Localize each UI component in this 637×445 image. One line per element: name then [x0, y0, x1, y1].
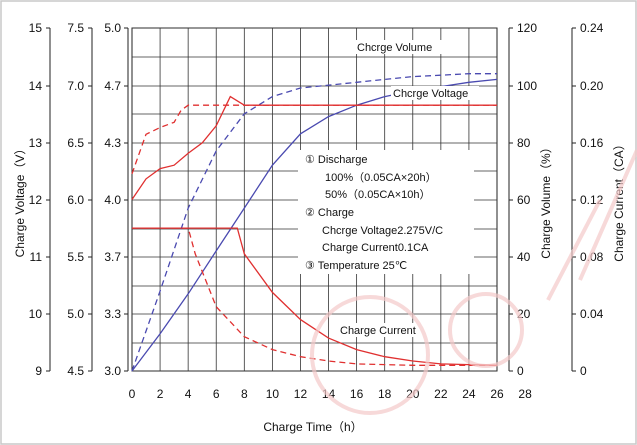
right-tick-label: 120	[517, 21, 537, 35]
left-tick-label: 4.5	[67, 364, 84, 378]
left-tick-label: 13	[29, 136, 43, 150]
left-tick-label: 3.7	[104, 250, 121, 264]
legend-line: ① Discharge	[305, 154, 367, 166]
legend-line: Chcrge Voltage2.275V/C	[322, 225, 443, 237]
right-tick-label: 0.08	[580, 250, 604, 264]
right-tick-label: 40	[517, 250, 531, 264]
x-tick-label: 18	[378, 387, 392, 401]
right-tick-label: 0.04	[580, 307, 604, 321]
left-tick-label: 7.5	[67, 21, 84, 35]
left-tick-label: 6.5	[67, 136, 84, 150]
left-tick-label: 5.0	[67, 307, 84, 321]
left-tick-label: 9	[35, 364, 42, 378]
right-tick-label: 0.16	[580, 136, 604, 150]
right-tick-label: 0	[580, 364, 587, 378]
left-tick-label: 6.0	[67, 193, 84, 207]
right-tick-label: 80	[517, 136, 531, 150]
x-tick-label: 10	[266, 387, 280, 401]
charge-voltage-solid-line	[131, 95, 497, 200]
left-tick-label: 12	[29, 193, 43, 207]
left-axis-label: Charge Voltage（V）	[13, 143, 27, 258]
right-tick-label: 0.12	[580, 193, 604, 207]
left-tick-label: 10	[29, 307, 43, 321]
x-tick-label: 26	[490, 387, 504, 401]
x-tick-label: 8	[241, 387, 248, 401]
legend-box	[298, 150, 474, 274]
left-tick-label: 3.3	[104, 307, 121, 321]
x-tick-label: 6	[213, 387, 220, 401]
volume-label-bg	[355, 40, 443, 54]
left-tick-label: 3.0	[104, 364, 121, 378]
right-tick-label: 0	[517, 364, 524, 378]
legend-line: 50%（0.05CA×10h）	[325, 188, 430, 201]
x-tick-label: 14	[322, 387, 336, 401]
x-axis-label: Charge Time（h）	[263, 420, 362, 434]
left-tick-label: 4.7	[104, 79, 121, 93]
legend-line: ③ Temperature 25℃	[305, 260, 407, 272]
left-tick-label: 11	[30, 250, 43, 264]
charge-current-label: Charge Current	[340, 325, 416, 337]
charge-volume-label: Chcrge Volume	[357, 42, 432, 54]
legend-line: Charge Current0.1CA	[322, 242, 429, 254]
left-tick-label: 15	[29, 21, 43, 35]
right-tick-label: 60	[517, 193, 531, 207]
legend-line: 100%（0.05CA×20h）	[325, 171, 437, 184]
charge-voltage-label: Chcrge Voltage	[393, 88, 468, 100]
x-tick-label: 4	[185, 387, 192, 401]
right-tick-label: 0.24	[580, 21, 604, 35]
left-tick-label: 14	[29, 79, 43, 93]
left-tick-label: 5.0	[104, 21, 121, 35]
x-tick-label: 16	[350, 387, 364, 401]
right-tick-label: 20	[517, 307, 531, 321]
left-tick-label: 4.0	[104, 193, 121, 207]
left-tick-label: 4.3	[104, 136, 121, 150]
left-tick-label: 7.0	[67, 79, 84, 93]
right-axis-label: Charge Volume（%）	[539, 141, 553, 258]
x-tick-label: 20	[406, 387, 420, 401]
right-tick-label: 0.20	[580, 79, 604, 93]
x-tick-label: 0	[129, 387, 136, 401]
right-tick-label: 100	[517, 79, 537, 93]
voltage-label-bg	[391, 86, 479, 100]
legend-line: ② Charge	[305, 207, 354, 219]
x-tick-label: 22	[434, 387, 448, 401]
left-tick-label: 5.5	[67, 250, 84, 264]
right-axis-label: Charge Current（CA）	[612, 138, 626, 261]
x-tick-label: 28	[518, 387, 532, 401]
x-tick-label: 2	[157, 387, 164, 401]
charge-volume-dashed-line	[131, 73, 497, 372]
x-tick-label: 12	[294, 387, 308, 401]
x-tick-label: 24	[462, 387, 476, 401]
charge-voltage-dashed-line	[131, 104, 497, 175]
